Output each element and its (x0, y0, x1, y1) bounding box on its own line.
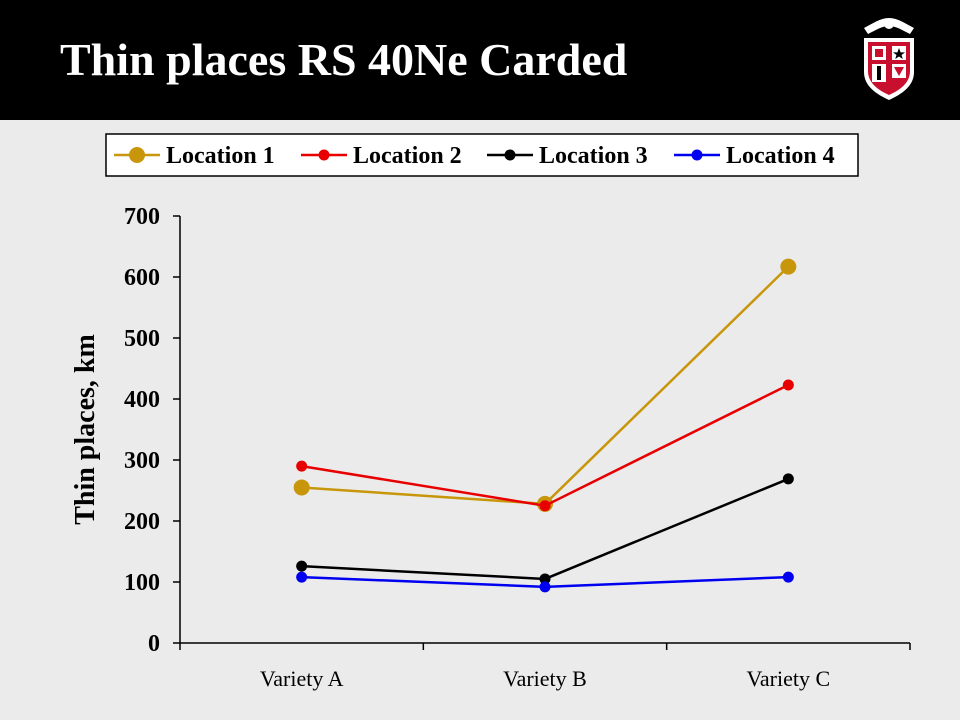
y-tick-label: 0 (148, 631, 160, 657)
legend-entry-label: Location 4 (726, 143, 835, 169)
series-line (301, 383, 789, 508)
data-point (539, 581, 551, 593)
data-point (296, 571, 308, 583)
legend-box (105, 133, 859, 177)
data-point (539, 573, 551, 585)
legend-entry-label: Location 1 (166, 143, 275, 169)
legend-swatch-marker (318, 149, 330, 161)
slide-title: Thin places RS 40Ne Carded (60, 34, 628, 85)
y-tick-label: 100 (124, 570, 160, 596)
data-point (782, 473, 794, 485)
y-tick-label: 300 (124, 448, 160, 474)
data-point (296, 560, 308, 572)
slide-header: Thin places RS 40Ne Carded (0, 0, 960, 120)
legend-entry-label: Location 2 (353, 143, 462, 169)
data-point (539, 500, 551, 512)
x-tick-label: Variety C (746, 666, 830, 691)
y-tick-label: 200 (124, 509, 160, 535)
x-tick-label: Variety B (503, 666, 587, 691)
chart-plot-area (293, 258, 797, 593)
legend-entry-label: Location 3 (539, 143, 648, 169)
series-line (301, 477, 789, 581)
y-tick-label: 600 (124, 265, 160, 291)
y-tick-label: 500 (124, 326, 160, 352)
line-chart: Location 1 Location 2 Location 3 Location 4… (70, 133, 911, 691)
chart-legend: Location 1 Location 2 Location 3 Location 4 (105, 133, 859, 177)
y-tick-label: 700 (124, 204, 160, 230)
x-tick-label: Variety A (260, 666, 344, 691)
data-point (780, 258, 797, 275)
chart-axes: 0 100 200 300 400 500 600 700 Variety A Variety B… (70, 204, 911, 691)
y-tick-label: 400 (124, 387, 160, 413)
data-point (296, 460, 308, 472)
legend-swatch-marker (691, 149, 703, 161)
legend-swatch-marker (129, 147, 145, 163)
series-line (301, 265, 790, 506)
legend-swatch-marker (504, 149, 516, 161)
data-point (782, 571, 794, 583)
data-point (782, 379, 794, 391)
y-axis-label: Thin places, km (70, 334, 101, 525)
data-point (293, 479, 310, 496)
university-shield-logo-icon (864, 18, 914, 100)
